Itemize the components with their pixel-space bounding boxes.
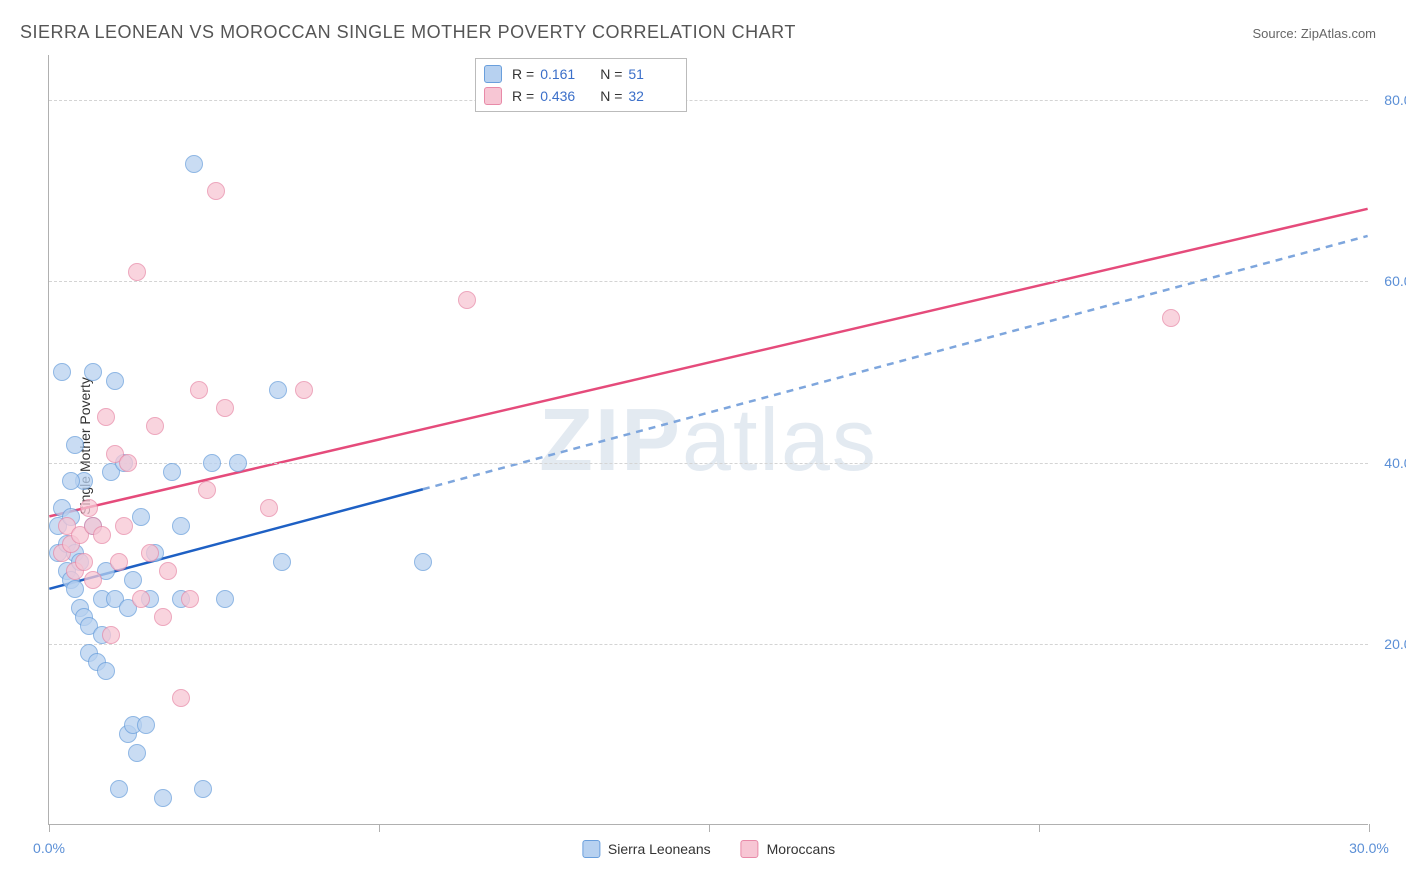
- legend-label: Moroccans: [767, 841, 835, 857]
- data-point: [128, 744, 146, 762]
- data-point: [124, 571, 142, 589]
- watermark: ZIPatlas: [539, 389, 878, 491]
- data-point: [62, 472, 80, 490]
- data-point: [207, 182, 225, 200]
- y-tick-label: 60.0%: [1384, 273, 1406, 289]
- legend-label: Sierra Leoneans: [608, 841, 711, 857]
- gridline: [49, 281, 1368, 282]
- data-point: [106, 372, 124, 390]
- r-value: 0.161: [540, 66, 590, 82]
- data-point: [97, 662, 115, 680]
- y-tick-label: 80.0%: [1384, 92, 1406, 108]
- data-point: [159, 562, 177, 580]
- data-point: [115, 517, 133, 535]
- trend-lines: [49, 55, 1368, 824]
- n-value: 32: [628, 88, 678, 104]
- data-point: [84, 571, 102, 589]
- data-point: [80, 499, 98, 517]
- series-swatch: [484, 87, 502, 105]
- data-point: [295, 381, 313, 399]
- data-point: [185, 155, 203, 173]
- data-point: [110, 553, 128, 571]
- data-point: [75, 553, 93, 571]
- data-point: [141, 544, 159, 562]
- gridline: [49, 100, 1368, 101]
- data-point: [190, 381, 208, 399]
- data-point: [269, 381, 287, 399]
- data-point: [132, 508, 150, 526]
- data-point: [102, 626, 120, 644]
- data-point: [229, 454, 247, 472]
- stats-row: R = 0.161 N = 51: [484, 63, 678, 85]
- n-value: 51: [628, 66, 678, 82]
- data-point: [1162, 309, 1180, 327]
- data-point: [203, 454, 221, 472]
- gridline: [49, 644, 1368, 645]
- chart-container: SIERRA LEONEAN VS MOROCCAN SINGLE MOTHER…: [0, 0, 1406, 892]
- data-point: [194, 780, 212, 798]
- data-point: [97, 408, 115, 426]
- n-label: N =: [600, 88, 622, 104]
- legend-item: Sierra Leoneans: [582, 840, 711, 858]
- data-point: [132, 590, 150, 608]
- data-point: [198, 481, 216, 499]
- r-label: R =: [512, 88, 534, 104]
- source-attribution: Source: ZipAtlas.com: [1252, 26, 1376, 41]
- chart-title: SIERRA LEONEAN VS MOROCCAN SINGLE MOTHER…: [20, 22, 796, 43]
- plot-area: ZIPatlas Sierra LeoneansMoroccans 20.0%4…: [48, 55, 1368, 825]
- n-label: N =: [600, 66, 622, 82]
- data-point: [146, 417, 164, 435]
- x-tick-label: 0.0%: [33, 840, 65, 856]
- data-point: [128, 263, 146, 281]
- legend-item: Moroccans: [741, 840, 835, 858]
- legend-swatch: [741, 840, 759, 858]
- legend-swatch: [582, 840, 600, 858]
- data-point: [163, 463, 181, 481]
- data-point: [154, 608, 172, 626]
- x-tick: [49, 824, 50, 832]
- data-point: [172, 517, 190, 535]
- r-label: R =: [512, 66, 534, 82]
- r-value: 0.436: [540, 88, 590, 104]
- data-point: [216, 399, 234, 417]
- data-point: [110, 780, 128, 798]
- data-point: [53, 363, 71, 381]
- data-point: [66, 580, 84, 598]
- data-point: [414, 553, 432, 571]
- data-point: [260, 499, 278, 517]
- data-point: [154, 789, 172, 807]
- data-point: [66, 436, 84, 454]
- data-point: [137, 716, 155, 734]
- data-point: [119, 454, 137, 472]
- stats-row: R = 0.436 N = 32: [484, 85, 678, 107]
- y-tick-label: 40.0%: [1384, 455, 1406, 471]
- data-point: [84, 363, 102, 381]
- x-tick: [1039, 824, 1040, 832]
- data-point: [216, 590, 234, 608]
- data-point: [458, 291, 476, 309]
- data-point: [273, 553, 291, 571]
- x-tick: [1369, 824, 1370, 832]
- data-point: [172, 689, 190, 707]
- series-legend: Sierra Leoneans Moroccans: [582, 840, 835, 858]
- x-tick: [709, 824, 710, 832]
- x-tick: [379, 824, 380, 832]
- series-swatch: [484, 65, 502, 83]
- x-tick-label: 30.0%: [1349, 840, 1389, 856]
- data-point: [181, 590, 199, 608]
- y-tick-label: 20.0%: [1384, 636, 1406, 652]
- correlation-stats-legend: R = 0.161 N = 51 R = 0.436 N = 32: [475, 58, 687, 112]
- data-point: [93, 526, 111, 544]
